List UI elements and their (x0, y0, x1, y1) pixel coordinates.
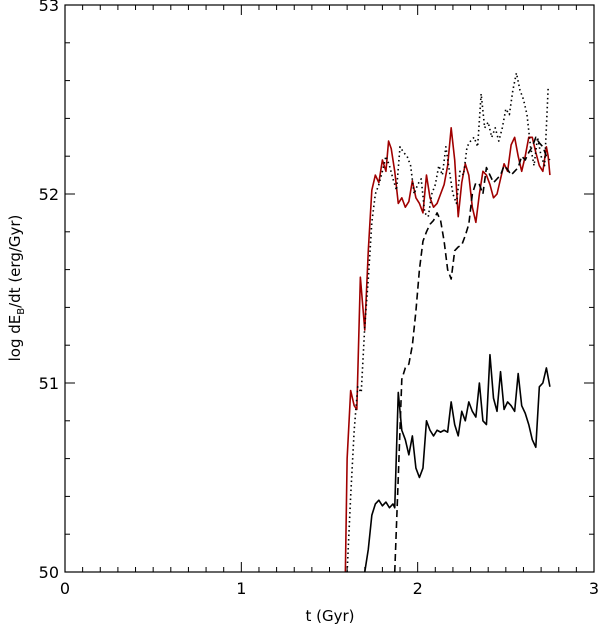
y-tick-label: 51 (39, 374, 59, 393)
y-axis-label: log dEB/dt (erg/Gyr) (6, 215, 27, 362)
tick-layer: 0 1 2 3 50 51 52 53 (39, 0, 599, 598)
series-line-4 (346, 72, 549, 573)
x-tick-label: 1 (236, 579, 246, 598)
series-line-2 (363, 353, 551, 573)
y-tick-label: 50 (39, 563, 59, 582)
x-axis-label: t (Gyr) (305, 607, 354, 625)
plot-frame (64, 4, 595, 573)
x-tick-label: 0 (60, 579, 70, 598)
series-layer (344, 72, 551, 573)
x-tick-label: 3 (589, 579, 599, 598)
y-tick-label: 52 (39, 185, 59, 204)
y-tick-label: 53 (39, 0, 59, 15)
series-line-3 (393, 136, 551, 573)
x-tick-label: 2 (413, 579, 423, 598)
series-line-1 (344, 127, 551, 573)
